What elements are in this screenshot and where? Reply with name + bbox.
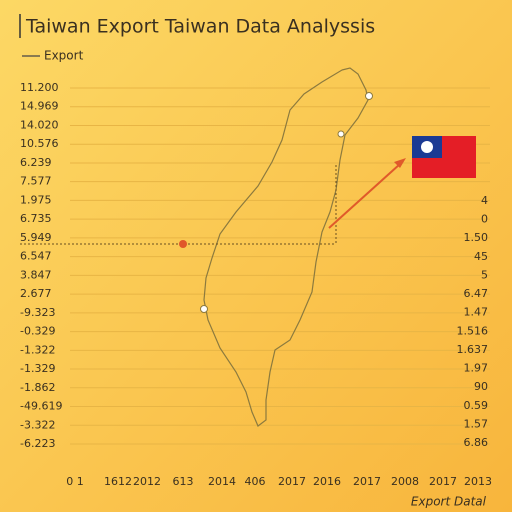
left-label: -6.223 (20, 437, 55, 450)
right-label: 1.97 (464, 362, 489, 375)
marker (179, 240, 187, 248)
left-label: 6.735 (20, 212, 52, 225)
right-label: 45 (474, 250, 488, 263)
right-label: 90 (474, 380, 488, 393)
right-label: 1.516 (457, 324, 489, 337)
bottom-label: 2008 (391, 475, 419, 488)
bottom-label: 2017 (278, 475, 306, 488)
bottom-label: 2012 (133, 475, 161, 488)
marker (365, 92, 373, 100)
right-label: 1.57 (464, 417, 489, 430)
bottom-label: 2016 (313, 475, 341, 488)
left-label: 3.847 (20, 268, 52, 281)
right-label: 1.50 (464, 231, 489, 244)
left-label: -3.322 (20, 418, 55, 431)
bottom-label: 2014 (208, 475, 236, 488)
right-label: 6.47 (464, 287, 489, 300)
right-label: 1.637 (457, 343, 489, 356)
bottom-label: 1612 (104, 475, 132, 488)
left-label: 1.975 (20, 193, 52, 206)
flag-sun (421, 141, 433, 153)
right-label: 1.47 (464, 306, 489, 319)
left-label: 10.576 (20, 137, 59, 150)
left-label: 6.239 (20, 156, 52, 169)
left-label: 5.949 (20, 231, 52, 244)
left-label: -9.323 (20, 306, 55, 319)
bottom-label: 2017 (429, 475, 457, 488)
right-label: 0.59 (464, 399, 489, 412)
left-label: 14.969 (20, 100, 59, 113)
left-label: 7.577 (20, 175, 52, 188)
title: Taiwan Export Taiwan Data Analyssis (25, 16, 375, 38)
left-label: 2.677 (20, 287, 52, 300)
bottom-label: 2013 (464, 475, 492, 488)
right-label: 5 (481, 268, 488, 281)
left-label: 11.200 (20, 81, 59, 94)
bottom-label: 613 (173, 475, 194, 488)
left-label: -1.329 (20, 362, 55, 375)
left-label: -49.619 (20, 400, 62, 413)
bottom-label: 0 1 (66, 475, 84, 488)
arrow-head (394, 158, 406, 168)
marker (337, 130, 345, 138)
grid (70, 87, 490, 445)
marker (200, 305, 208, 313)
left-label: 6.547 (20, 250, 52, 263)
right-label: 6.86 (464, 436, 489, 449)
right-label: 4 (481, 194, 488, 207)
left-label: -1.862 (20, 381, 55, 394)
taiwan-outline (203, 67, 369, 427)
left-label: -1.322 (20, 343, 55, 356)
bottom-label: 2017 (353, 475, 381, 488)
axis-label: Export Datal (411, 495, 487, 509)
left-label: -0.329 (20, 325, 55, 338)
arrow (328, 163, 401, 229)
right-label: 0 (481, 213, 488, 226)
left-label: 14.020 (20, 118, 59, 131)
legend-label: Export (44, 49, 84, 63)
bottom-label: 406 (245, 475, 266, 488)
